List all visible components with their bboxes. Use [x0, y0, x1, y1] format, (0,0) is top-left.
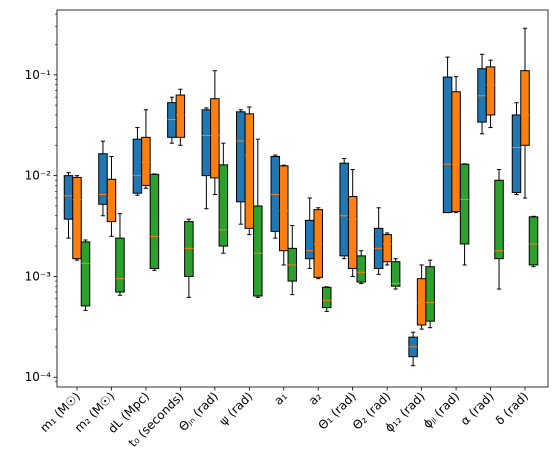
box — [494, 179, 504, 260]
y-tick-label: 10⁻¹ — [25, 68, 52, 82]
box — [115, 237, 125, 293]
box — [279, 165, 289, 252]
box — [511, 114, 522, 194]
box — [339, 162, 349, 257]
plot-frame — [56, 9, 549, 388]
box — [80, 241, 91, 307]
box — [451, 91, 461, 213]
box — [218, 164, 229, 247]
box — [149, 173, 160, 269]
box — [528, 216, 539, 266]
box — [98, 153, 108, 205]
box — [416, 278, 427, 326]
x-tick-label: ψ (rad) — [217, 389, 256, 428]
box — [236, 111, 246, 203]
box — [304, 219, 315, 260]
box — [72, 176, 82, 260]
box — [270, 155, 281, 232]
box — [63, 175, 74, 220]
box — [442, 76, 453, 214]
x-tick-label: a₂ — [306, 389, 325, 408]
box — [347, 196, 358, 269]
box — [382, 234, 392, 263]
box — [175, 94, 186, 138]
box — [390, 261, 401, 287]
box — [253, 205, 263, 297]
box — [201, 109, 212, 177]
box — [425, 266, 435, 322]
box — [520, 70, 530, 146]
x-tick-label: δ (rad) — [493, 389, 531, 427]
box — [356, 255, 366, 283]
box — [210, 98, 220, 179]
y-tick-label: 10⁻⁴ — [25, 370, 52, 384]
y-tick-label: 10⁻² — [25, 169, 52, 183]
x-tick-label: a₁ — [271, 389, 290, 408]
box — [244, 113, 255, 229]
box — [106, 178, 117, 223]
y-tick-label: 10⁻³ — [25, 269, 52, 283]
box — [132, 138, 143, 194]
x-tick-label: α (rad) — [458, 389, 497, 428]
box — [184, 221, 194, 277]
box — [459, 163, 470, 245]
box — [485, 66, 496, 116]
box — [141, 136, 151, 186]
x-tick-label: ϕⱼₗ (rad) — [420, 389, 462, 431]
box — [321, 286, 332, 309]
